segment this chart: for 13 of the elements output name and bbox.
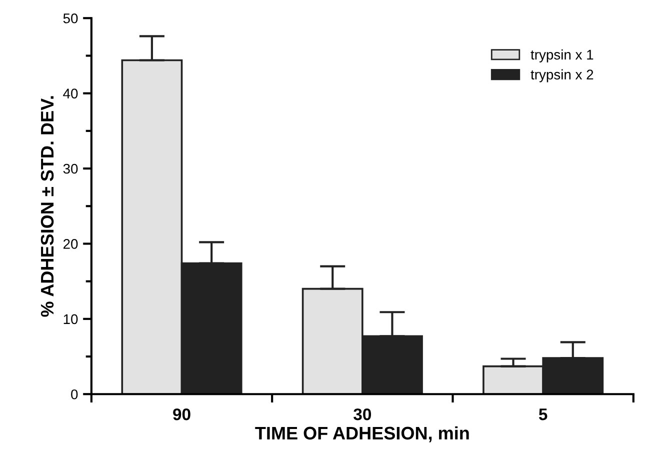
y-tick-label: 30 xyxy=(63,164,78,174)
y-tick-label: 20 xyxy=(63,239,78,249)
y-tick-label: 10 xyxy=(64,314,78,324)
y-tick-label: 0 xyxy=(71,389,78,400)
legend-label: trypsin x 2 xyxy=(530,69,594,82)
x-tick-label: 5 xyxy=(538,408,548,420)
x-tick-label: 90 xyxy=(173,408,190,420)
x-axis-title: TIME OF ADHESION, min xyxy=(255,426,469,442)
y-tick-label: 40 xyxy=(63,88,78,98)
y-tick-label: 50 xyxy=(63,13,78,24)
legend-label: trypsin x 1 xyxy=(530,49,594,62)
y-axis-title: % ADHESION ± STD. DEV. xyxy=(40,96,54,317)
x-tick-label: 30 xyxy=(354,408,371,420)
